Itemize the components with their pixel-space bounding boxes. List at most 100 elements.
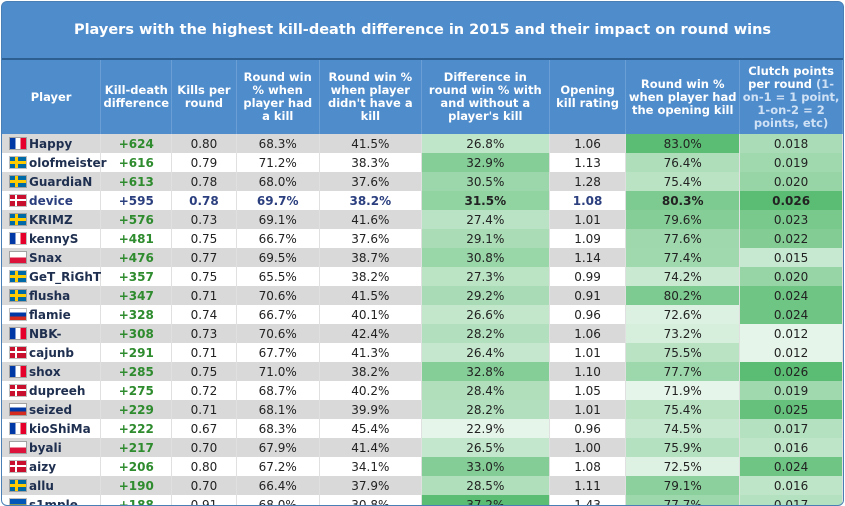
cell-player: aizy [2,457,102,476]
cell-rw-open: 75.5% [625,343,741,362]
cell-kpr: 0.75 [171,229,237,248]
cell-rw-open: 73.2% [625,324,741,343]
flag-pl-icon [10,441,26,453]
cell-rw-nokill: 42.4% [319,324,422,343]
cell-okr: 1.00 [549,438,627,457]
cell-okr: 0.99 [549,267,627,286]
cell-okr: 1.05 [549,381,627,400]
cell-kd: +285 [100,362,173,381]
cell-rw-nokill: 34.1% [319,457,422,476]
cell-kd: +275 [100,381,173,400]
table-row: NBK- +308 0.73 70.6% 42.4% 28.2% 1.06 73.2% 0.01… [2,324,843,343]
col-header-rw-nokill: Round win % when player didn't have a ki… [319,60,422,134]
cell-okr: 1.13 [549,153,627,172]
cell-diff: 32.9% [421,153,550,172]
cell-rw-kill: 67.2% [236,457,320,476]
cell-kd: +481 [100,229,173,248]
cell-rw-nokill: 41.6% [319,210,422,229]
cell-diff: 30.8% [421,248,550,267]
header-row: Player Kill-death difference Kills per r… [2,60,843,134]
cell-rw-kill: 69.1% [236,210,320,229]
flag-dk-icon [10,384,26,396]
cell-kpr: 0.71 [171,286,237,305]
cell-clutch: 0.015 [739,248,843,267]
cell-kpr: 0.75 [171,267,237,286]
flag-ua-icon [10,498,26,505]
cell-rw-open: 77.4% [625,248,741,267]
cell-clutch: 0.019 [739,381,843,400]
player-name: dupreeh [29,383,86,398]
cell-okr: 0.96 [549,419,627,438]
cell-rw-nokill: 38.2% [319,191,422,210]
player-name: GuardiaN [29,174,93,189]
flag-ru-icon [10,308,26,320]
flag-fr-icon [10,365,26,377]
flag-se-icon [10,156,26,168]
cell-rw-nokill: 41.3% [319,343,422,362]
cell-kd: +229 [100,400,173,419]
flag-se-icon [10,289,26,301]
cell-diff: 28.2% [421,400,550,419]
cell-kpr: 0.78 [171,191,237,210]
cell-kd: +188 [100,495,173,505]
cell-rw-kill: 68.0% [236,172,320,191]
cell-rw-kill: 68.3% [236,134,320,153]
cell-kd: +357 [100,267,173,286]
player-name: Happy [29,136,73,151]
cell-rw-nokill: 38.2% [319,267,422,286]
flag-pl-icon [10,251,26,263]
cell-kd: +291 [100,343,173,362]
cell-rw-open: 77.7% [625,495,741,505]
cell-diff: 33.0% [421,457,550,476]
cell-okr: 1.01 [549,210,627,229]
cell-diff: 26.8% [421,134,550,153]
table-row: KRIMZ +576 0.73 69.1% 41.6% 27.4% 1.01 79.6% 0.0… [2,210,843,229]
cell-rw-open: 77.6% [625,229,741,248]
col-header-rw-kill: Round win % when player had a kill [236,60,320,134]
cell-rw-kill: 69.7% [236,191,320,210]
cell-rw-nokill: 39.9% [319,400,422,419]
cell-rw-kill: 70.6% [236,324,320,343]
table-row: s1mple +188 0.91 68.0% 30.8% 37.2% 1.43 77.7% 0.… [2,495,843,505]
table-row: flusha +347 0.71 70.6% 41.5% 29.2% 0.91 80.2% 0.… [2,286,843,305]
cell-player: flamie [2,305,102,324]
cell-clutch: 0.024 [739,305,843,324]
cell-player: allu [2,476,102,495]
cell-diff: 26.6% [421,305,550,324]
cell-diff: 28.4% [421,381,550,400]
cell-rw-open: 72.6% [625,305,741,324]
cell-player: kioShiMa [2,419,102,438]
col-header-kpr: Kills per round [171,60,237,134]
cell-clutch: 0.012 [739,343,843,362]
cell-diff: 27.4% [421,210,550,229]
cell-rw-nokill: 40.2% [319,381,422,400]
cell-rw-nokill: 40.1% [319,305,422,324]
cell-kd: +222 [100,419,173,438]
cell-kpr: 0.71 [171,343,237,362]
cell-rw-kill: 67.7% [236,343,320,362]
cell-kpr: 0.91 [171,495,237,505]
cell-rw-open: 77.7% [625,362,741,381]
cell-kpr: 0.71 [171,400,237,419]
cell-kpr: 0.75 [171,362,237,381]
cell-okr: 1.01 [549,343,627,362]
cell-rw-nokill: 41.4% [319,438,422,457]
player-name: NBK- [29,326,62,341]
cell-player: Happy [2,134,102,153]
cell-rw-kill: 65.5% [236,267,320,286]
cell-rw-kill: 68.3% [236,419,320,438]
cell-player: shox [2,362,102,381]
cell-clutch: 0.019 [739,153,843,172]
col-header-okr: Opening kill rating [549,60,627,134]
cell-rw-nokill: 37.9% [319,476,422,495]
player-name: seized [29,402,73,417]
cell-okr: 1.10 [549,362,627,381]
cell-kd: +613 [100,172,173,191]
table-row: byali +217 0.70 67.9% 41.4% 26.5% 1.00 75.9% 0.0… [2,438,843,457]
cell-okr: 1.28 [549,172,627,191]
flag-se-icon [10,213,26,225]
cell-player: flusha [2,286,102,305]
player-name: KRIMZ [29,212,73,227]
cell-clutch: 0.024 [739,286,843,305]
col-header-clutch: Clutch points per round (1-on-1 = 1 poin… [739,60,843,134]
